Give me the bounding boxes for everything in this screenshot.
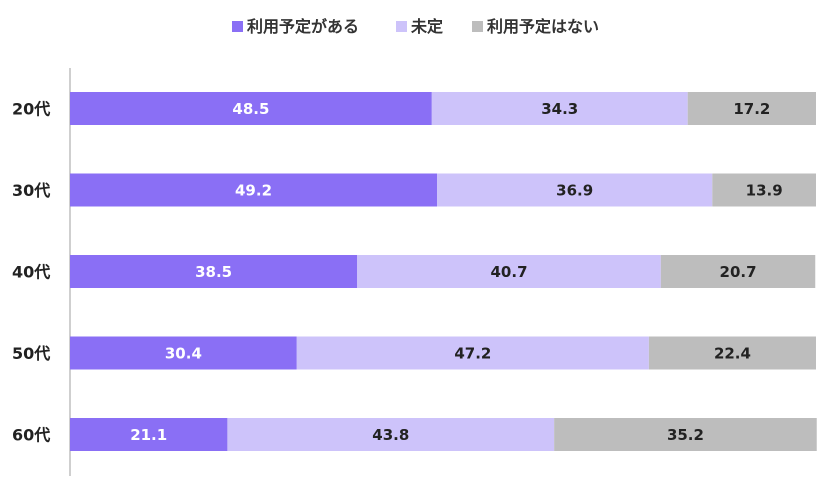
data-label: 20.7 [720,263,757,281]
bar-segment [70,418,228,451]
data-label: 22.4 [714,345,751,363]
bar-row: 48.5 34.3 17.2 [70,92,816,125]
legend-item: 利用予定はない [472,17,599,36]
legend-label: 未定 [410,17,443,36]
bar-segment [296,336,649,370]
legend-swatch [472,21,483,32]
legend-label: 利用予定がある [247,17,359,36]
category-labels: 20代 30代 40代 50代 60代 [12,100,50,445]
category-label: 50代 [12,344,50,363]
data-label: 47.2 [454,345,491,363]
bar-segment [554,418,817,451]
bar-row: 38.5 40.7 20.7 [70,255,816,288]
legend-item: 未定 [396,17,443,36]
category-label: 40代 [12,263,50,282]
bar-segment [227,418,555,451]
data-label: 17.2 [733,100,770,118]
bar-row: 21.1 43.8 35.2 [70,418,817,451]
data-label: 43.8 [372,426,409,444]
category-label: 20代 [12,100,50,119]
legend-swatch [396,21,407,32]
legend-swatch [232,21,243,32]
data-label: 34.3 [541,100,578,118]
bar-segment [70,336,297,370]
bar-segment [660,255,816,288]
data-label: 35.2 [667,426,704,444]
bar-segment [431,92,688,125]
bar-row: 49.2 36.9 13.9 [70,173,816,207]
bar-segment [70,92,432,125]
bar-segment [437,173,713,207]
data-label: 40.7 [491,263,528,281]
data-label: 48.5 [232,100,269,118]
legend-label: 利用予定はない [487,17,599,36]
bar-segment [357,255,661,288]
bars-group: 48.5 34.3 17.2 49.2 36.9 13.9 38.5 40.7 20.7 30.4… [70,92,817,451]
category-label: 60代 [12,426,50,445]
data-label: 13.9 [746,182,783,200]
legend-item: 利用予定がある [232,17,359,36]
data-label: 49.2 [235,182,272,200]
data-label: 21.1 [130,426,167,444]
bar-segment [70,173,438,207]
legend: 利用予定がある 未定 利用予定はない [232,17,599,36]
data-label: 38.5 [195,263,232,281]
bar-segment [712,173,816,207]
data-label: 36.9 [556,182,593,200]
bar-segment [70,255,358,288]
data-label: 30.4 [165,345,202,363]
bar-segment [687,92,816,125]
bar-row: 30.4 47.2 22.4 [70,336,816,370]
bar-segment [648,336,816,370]
category-label: 30代 [12,181,50,200]
